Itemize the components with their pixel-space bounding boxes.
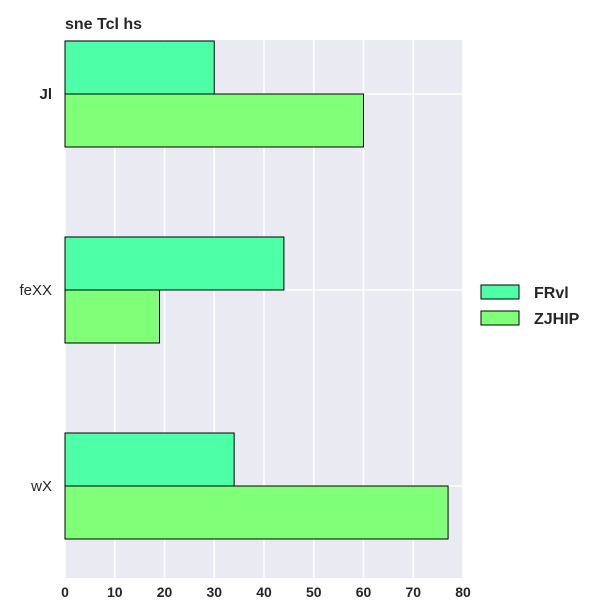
x-tick-label-8: 80: [455, 584, 471, 600]
x-tick-label-1: 10: [107, 584, 123, 600]
bar-FRvl-feXX: [64, 236, 285, 291]
legend-label-ZJHIP: ZJHIP: [534, 311, 580, 328]
y-axis-ticks: Jl feXX wX: [19, 86, 52, 495]
x-tick-label-7: 70: [405, 584, 421, 600]
bars: [64, 40, 449, 540]
bar-ZJHIP-feXX: [64, 289, 161, 344]
legend-label-FRvl: FRvl: [534, 285, 569, 302]
legend-swatch-ZJHIP: [480, 310, 520, 326]
x-tick-label-4: 40: [256, 584, 272, 600]
x-tick-label-0: 0: [61, 584, 69, 600]
x-axis-ticks: 0 10 20 30 40 50 60 70 80: [61, 584, 471, 600]
x-tick-label-5: 50: [306, 584, 322, 600]
x-tick-label-6: 60: [356, 584, 372, 600]
legend: FRvl ZJHIP: [480, 284, 580, 328]
bar-FRvl-Jl: [64, 40, 215, 95]
bar-FRvl-wX: [64, 432, 235, 487]
y-tick-label-2: wX: [30, 478, 52, 495]
x-tick-label-3: 30: [206, 584, 222, 600]
x-tick-label-2: 20: [157, 584, 173, 600]
bar-ZJHIP-wX: [64, 485, 449, 540]
legend-swatch-FRvl: [480, 284, 520, 300]
bar-ZJHIP-Jl: [64, 93, 364, 148]
chart-title: sne Tcl hs: [65, 16, 142, 33]
y-tick-label-1: feXX: [19, 282, 52, 299]
y-tick-label-0: Jl: [39, 86, 52, 103]
